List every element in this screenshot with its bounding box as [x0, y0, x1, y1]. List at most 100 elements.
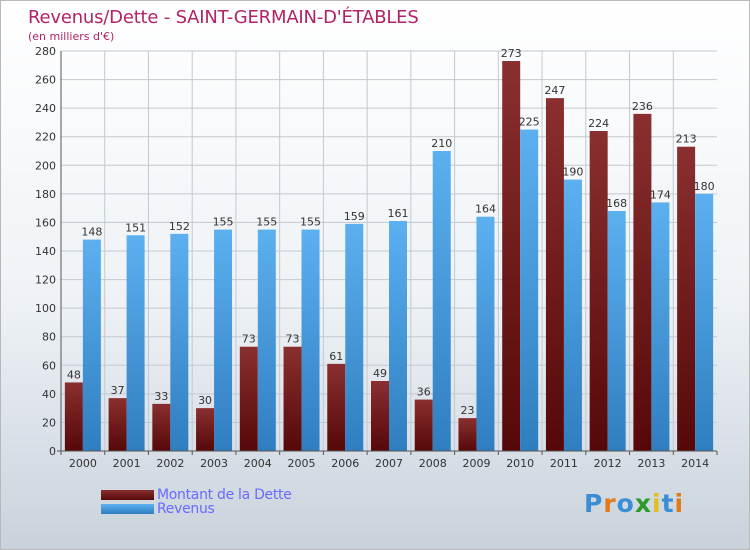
bar-revenus: [301, 229, 320, 451]
y-tick-label: 80: [42, 331, 56, 344]
data-label-dette: 73: [286, 333, 300, 346]
x-tick-label: 2007: [375, 457, 403, 470]
data-label-revenus: 155: [256, 216, 277, 229]
x-tick-label: 2005: [288, 457, 316, 470]
bar-revenus: [520, 129, 539, 452]
x-tick-label: 2000: [69, 457, 97, 470]
x-tick-label: 2001: [113, 457, 141, 470]
y-tick-label: 60: [42, 359, 56, 372]
y-tick-label: 20: [42, 416, 56, 429]
chart-subtitle: (en milliers d'€): [28, 30, 115, 43]
legend-swatch-dette: [101, 490, 154, 500]
x-tick-label: 2008: [419, 457, 447, 470]
data-label-dette: 247: [544, 84, 565, 97]
bar-dette: [677, 146, 696, 451]
y-tick-label: 180: [35, 188, 56, 201]
y-tick-label: 0: [49, 445, 56, 458]
y-tick-label: 280: [35, 45, 56, 58]
bar-dette: [633, 113, 652, 451]
data-label-revenus: 155: [213, 216, 234, 229]
data-label-revenus: 180: [694, 180, 715, 193]
logo-letter: x: [634, 489, 652, 518]
bar-revenus: [651, 202, 670, 451]
bar-revenus: [345, 223, 364, 451]
bar-revenus: [214, 229, 233, 451]
data-label-revenus: 148: [81, 226, 102, 239]
bar-revenus: [695, 193, 714, 451]
bar-revenus: [432, 151, 451, 451]
bar-revenus: [607, 211, 626, 451]
data-label-revenus: 151: [125, 221, 146, 234]
y-tick-label: 100: [35, 302, 56, 315]
bar-dette: [502, 61, 521, 451]
bar-dette: [327, 363, 346, 451]
y-tick-label: 200: [35, 159, 56, 172]
bar-dette: [414, 399, 433, 451]
y-tick-label: 260: [35, 74, 56, 87]
bar-revenus: [170, 233, 189, 451]
bar-dette: [371, 381, 389, 451]
bar-revenus: [389, 221, 407, 451]
bar-revenus: [82, 239, 101, 451]
x-tick-label: 2010: [506, 457, 534, 470]
data-label-dette: 49: [373, 367, 387, 380]
bar-dette: [283, 346, 302, 451]
data-label-dette: 224: [588, 117, 609, 130]
legend-item-dette: Montant de la Dette: [101, 487, 292, 503]
bar-dette: [239, 346, 258, 451]
bar-dette: [196, 408, 215, 451]
data-label-dette: 36: [417, 386, 431, 399]
data-label-revenus: 164: [475, 203, 496, 216]
data-label-revenus: 155: [300, 216, 321, 229]
bar-revenus: [257, 229, 276, 451]
x-tick-label: 2014: [681, 457, 709, 470]
y-tick-label: 240: [35, 102, 56, 115]
x-tick-label: 2004: [244, 457, 272, 470]
logo-letter: t: [661, 489, 675, 518]
y-tick-label: 220: [35, 131, 56, 144]
bar-dette: [589, 131, 608, 451]
bar-dette: [108, 398, 127, 451]
data-label-dette: 37: [111, 384, 125, 397]
data-label-dette: 23: [460, 404, 474, 417]
x-tick-label: 2003: [200, 457, 228, 470]
logo-letter: o: [616, 489, 635, 518]
data-label-dette: 30: [198, 394, 212, 407]
x-tick-label: 2013: [637, 457, 665, 470]
logo-letter: P: [584, 489, 604, 518]
data-label-revenus: 159: [344, 210, 365, 223]
bar-dette: [545, 98, 564, 452]
y-tick-label: 140: [35, 245, 56, 258]
logo-letter: i: [652, 489, 662, 518]
data-label-revenus: 210: [431, 137, 452, 150]
x-tick-label: 2009: [462, 457, 490, 470]
data-label-dette: 236: [632, 100, 653, 113]
bar-revenus: [476, 216, 495, 451]
x-tick-label: 2011: [550, 457, 578, 470]
bar-dette: [152, 403, 171, 451]
bar-revenus: [563, 179, 582, 452]
legend-swatch-revenus: [101, 504, 154, 514]
data-label-revenus: 152: [169, 220, 190, 233]
legend-label-dette: Montant de la Dette: [157, 487, 292, 503]
data-label-dette: 48: [67, 368, 81, 381]
data-label-dette: 273: [501, 47, 522, 60]
data-label-revenus: 225: [519, 116, 540, 129]
data-label-revenus: 161: [388, 207, 409, 220]
data-label-dette: 33: [154, 390, 168, 403]
legend-label-revenus: Revenus: [157, 501, 215, 517]
data-label-revenus: 190: [562, 166, 583, 179]
x-tick-label: 2006: [331, 457, 359, 470]
data-label-dette: 213: [676, 133, 697, 146]
proxiti-logo: Proxiti: [584, 489, 684, 518]
x-tick-label: 2002: [156, 457, 184, 470]
x-tick-label: 2012: [594, 457, 622, 470]
y-tick-label: 40: [42, 388, 56, 401]
logo-letter: i: [674, 489, 685, 518]
bar-dette: [458, 418, 477, 451]
y-tick-label: 160: [35, 216, 56, 229]
data-label-revenus: 168: [606, 197, 627, 210]
logo-letter: r: [603, 489, 617, 518]
